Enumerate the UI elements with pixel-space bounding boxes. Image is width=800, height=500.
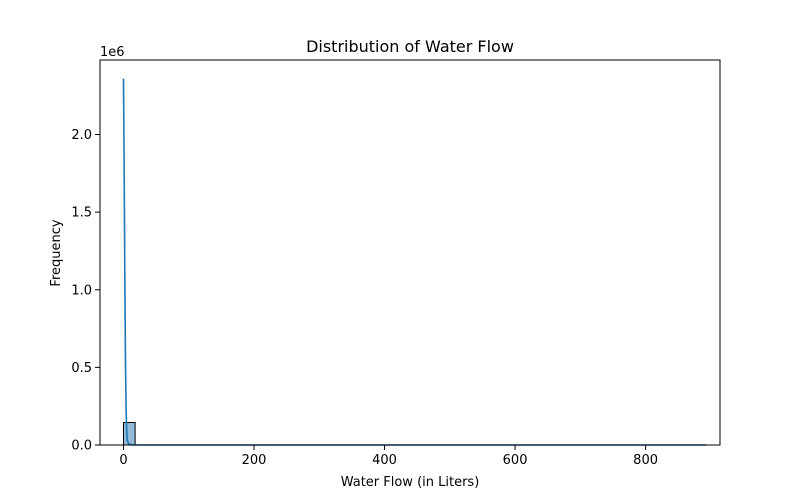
plot-area-frame: [99, 59, 721, 446]
y-tick-label-1: 0.5: [71, 361, 92, 376]
y-tick-label-0: 0.0: [71, 439, 92, 454]
histogram-bar-0: [122, 421, 136, 446]
x-axis-title: Water Flow (in Liters): [341, 475, 480, 490]
x-axis: 0 200 400 600 800: [119, 445, 658, 468]
y-tick-label-4: 2.0: [71, 128, 92, 143]
x-tick-label-2: 400: [372, 453, 397, 468]
y-tick-label-2: 1.0: [71, 283, 92, 298]
x-tick-label-0: 0: [119, 453, 127, 468]
histogram-bars: [122, 421, 136, 446]
chart-title: Distribution of Water Flow: [306, 37, 514, 56]
y-offset-label: 1e6: [100, 45, 125, 60]
x-tick-label-1: 200: [242, 453, 267, 468]
y-axis-title: Frequency: [49, 219, 64, 286]
x-tick-label-3: 600: [503, 453, 528, 468]
y-axis: 0.0 0.5 1.0 1.5 2.0: [71, 128, 100, 454]
y-tick-label-3: 1.5: [71, 206, 92, 221]
x-tick-label-4: 800: [633, 453, 658, 468]
